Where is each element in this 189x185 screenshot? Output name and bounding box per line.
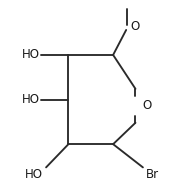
Text: HO: HO — [22, 93, 40, 106]
Text: O: O — [142, 99, 151, 112]
Text: HO: HO — [22, 48, 40, 61]
Text: HO: HO — [25, 168, 43, 181]
Text: O: O — [131, 20, 140, 33]
Text: Br: Br — [146, 168, 159, 181]
